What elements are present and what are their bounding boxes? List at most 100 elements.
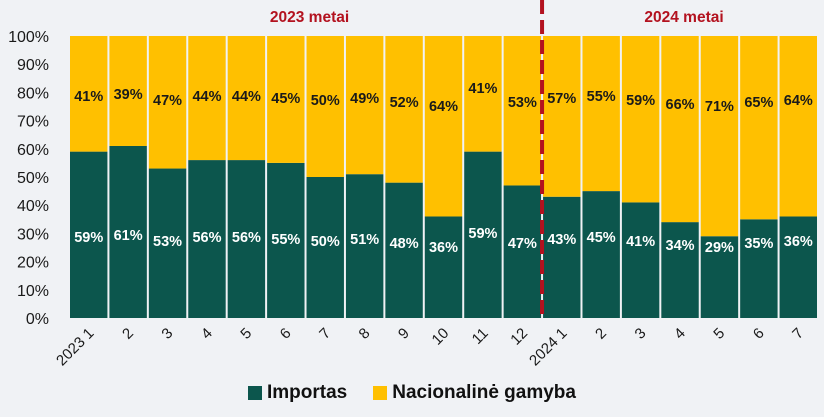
bar-importas [227, 160, 266, 318]
x-tick-label: 7 [789, 325, 807, 343]
bar-importas [740, 219, 778, 318]
data-label-importas: 35% [744, 236, 773, 252]
bar-nacionaline-gamyba [503, 36, 542, 186]
x-tick-label: 6 [750, 325, 768, 343]
x-tick-label: 3 [632, 325, 650, 343]
data-label-importas: 50% [311, 234, 340, 250]
x-tick-label: 6 [277, 325, 295, 343]
x-tick-label: 4 [671, 325, 689, 343]
y-tick-label: 60% [17, 142, 49, 159]
y-axis: 0% 10% 20% 30% 40% 50% 60% 70% 80% 90% 100% [8, 29, 49, 328]
data-label-importas: 56% [192, 230, 221, 246]
bar-importas [385, 182, 423, 318]
bar-importas [661, 222, 699, 318]
data-label-nacionaline-gamyba: 39% [114, 87, 143, 103]
x-tick-label: 4 [198, 325, 216, 343]
bar-nacionaline-gamyba [267, 36, 305, 163]
y-tick-label: 80% [17, 85, 49, 102]
data-label-importas: 59% [74, 230, 103, 246]
x-tick-label: 7 [316, 325, 334, 343]
bars [70, 36, 817, 318]
data-label-importas: 47% [508, 236, 537, 252]
y-tick-label: 10% [17, 283, 49, 300]
bar-nacionaline-gamyba [306, 36, 344, 177]
legend: Importas Nacionalinė gamyba [0, 382, 824, 404]
bar-nacionaline-gamyba [227, 36, 266, 161]
bar-importas [345, 174, 384, 318]
x-tick-label: 8 [356, 325, 374, 343]
data-label-importas: 48% [390, 236, 419, 252]
legend-label-nacionaline-gamyba: Nacionalinė gamyba [392, 382, 576, 403]
bar-nacionaline-gamyba [740, 36, 778, 220]
x-tick-label: 3 [158, 325, 176, 343]
bar-nacionaline-gamyba [109, 36, 147, 146]
legend-swatch-importas [248, 386, 262, 400]
bar-nacionaline-gamyba [424, 36, 463, 217]
bar-importas [543, 196, 581, 318]
legend-swatch-nacionaline-gamyba [373, 386, 388, 400]
bar-importas [582, 191, 620, 318]
x-tick-label: 2024 1 [526, 325, 570, 369]
x-tick-label: 10 [429, 325, 453, 349]
data-label-nacionaline-gamyba: 66% [666, 97, 695, 113]
data-label-importas: 43% [547, 232, 576, 248]
bar-importas [621, 202, 660, 318]
bar-importas [700, 236, 739, 318]
x-tick-label: 5 [237, 325, 255, 343]
data-label-nacionaline-gamyba: 50% [311, 93, 340, 109]
bar-importas [109, 145, 147, 318]
bar-importas [424, 216, 463, 318]
data-label-nacionaline-gamyba: 57% [547, 91, 576, 107]
legend-item-nacionaline-gamyba: Nacionalinė gamyba [373, 382, 576, 404]
data-label-importas: 36% [429, 240, 458, 256]
x-tick-label: 2023 1 [53, 325, 97, 369]
bar-nacionaline-gamyba [700, 36, 739, 237]
bar-importas [70, 151, 108, 318]
bar-nacionaline-gamyba [621, 36, 660, 203]
bar-importas [779, 216, 817, 318]
data-label-nacionaline-gamyba: 41% [468, 81, 497, 97]
y-tick-label: 90% [17, 57, 49, 74]
data-label-nacionaline-gamyba: 64% [784, 93, 813, 109]
x-tick-label: 9 [395, 325, 413, 343]
data-label-importas: 59% [468, 226, 497, 242]
data-label-importas: 41% [626, 234, 655, 250]
period-label-2024: 2024 metai [644, 9, 723, 26]
x-tick-label: 2 [592, 325, 610, 343]
bar-nacionaline-gamyba [70, 36, 108, 152]
x-tick-label: 5 [710, 325, 728, 343]
data-label-nacionaline-gamyba: 65% [744, 95, 773, 111]
legend-label-importas: Importas [267, 382, 348, 403]
bar-importas [188, 160, 226, 318]
data-label-importas: 51% [350, 232, 379, 248]
bar-nacionaline-gamyba [385, 36, 423, 183]
x-tick-label: 12 [507, 325, 531, 349]
bar-importas [148, 168, 187, 318]
x-tick-label: 11 [469, 325, 492, 348]
data-label-nacionaline-gamyba: 71% [705, 99, 734, 115]
bar-importas [503, 185, 542, 318]
y-tick-label: 0% [26, 311, 49, 328]
y-tick-label: 20% [17, 255, 49, 272]
bar-nacionaline-gamyba [582, 36, 620, 192]
data-label-importas: 45% [587, 230, 616, 246]
data-label-nacionaline-gamyba: 44% [192, 89, 221, 105]
data-label-importas: 61% [114, 228, 143, 244]
data-label-nacionaline-gamyba: 49% [350, 91, 379, 107]
y-tick-label: 100% [8, 29, 49, 46]
bar-importas [267, 162, 305, 318]
data-label-importas: 36% [784, 234, 813, 250]
bar-nacionaline-gamyba [661, 36, 699, 223]
bar-importas [464, 151, 502, 318]
data-label-nacionaline-gamyba: 47% [153, 93, 182, 109]
data-label-importas: 53% [153, 234, 182, 250]
data-label-nacionaline-gamyba: 64% [429, 99, 458, 115]
data-label-importas: 34% [666, 238, 695, 254]
data-label-nacionaline-gamyba: 53% [508, 95, 537, 111]
bar-nacionaline-gamyba [779, 36, 817, 217]
bar-nacionaline-gamyba [464, 36, 502, 152]
data-label-nacionaline-gamyba: 55% [587, 89, 616, 105]
data-label-importas: 55% [271, 232, 300, 248]
